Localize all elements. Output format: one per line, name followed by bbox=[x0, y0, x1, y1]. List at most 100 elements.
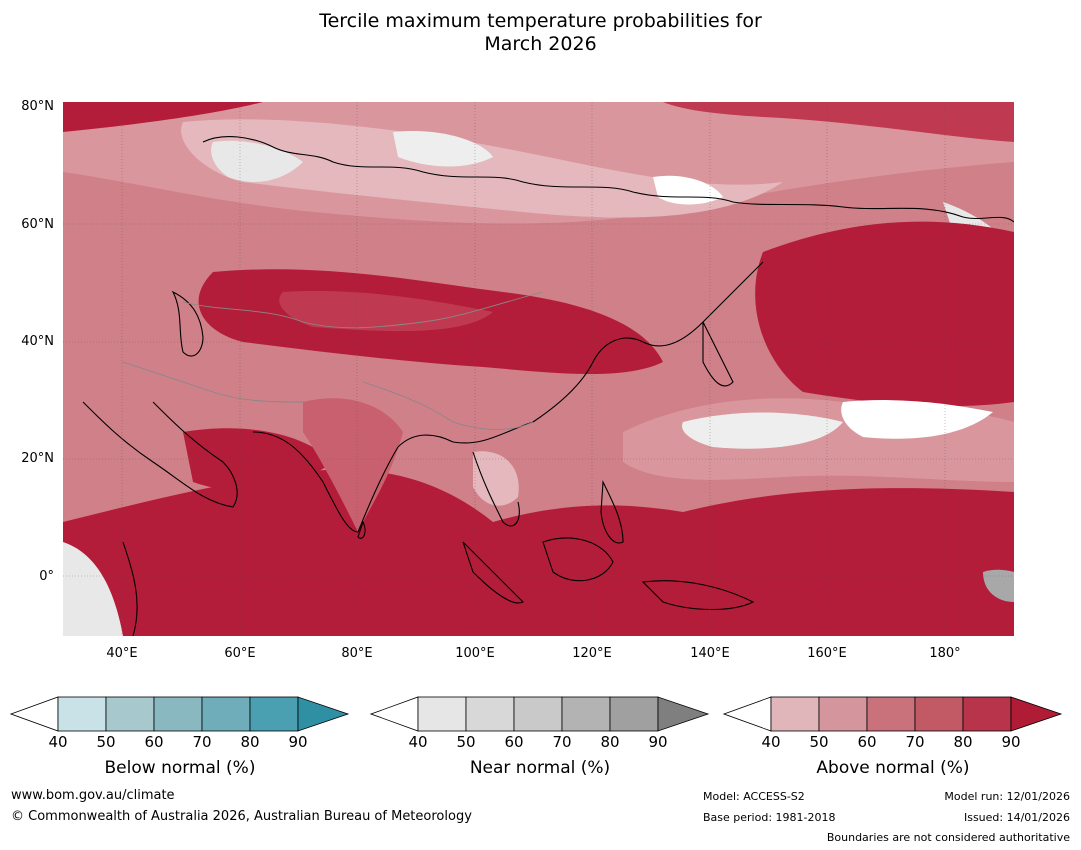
coast-caspian bbox=[171, 290, 204, 357]
coast-east-africa bbox=[122, 541, 138, 636]
colorbar-extension-high bbox=[297, 696, 350, 732]
colorbar-segment bbox=[201, 696, 251, 732]
colorbar-segment bbox=[465, 696, 515, 732]
cbar-near-tick: 90 bbox=[648, 733, 668, 751]
cbar-near-tick: 50 bbox=[456, 733, 476, 751]
region-indian-ocean-dark bbox=[63, 469, 493, 636]
footer-model-run: Model run: 12/01/2026 bbox=[944, 790, 1070, 803]
lon-label-40e: 40°E bbox=[106, 646, 138, 661]
coast-sri-lanka bbox=[357, 520, 366, 539]
colorbar-extension-high bbox=[1010, 696, 1063, 732]
footer-model: Model: ACCESS-S2 bbox=[703, 790, 805, 803]
lon-label-120e: 120°E bbox=[572, 646, 612, 661]
coast-india bbox=[252, 431, 454, 533]
boundary-middle-east bbox=[122, 361, 304, 403]
region-arctic-dark-west bbox=[63, 102, 263, 132]
cbar-above-tick: 70 bbox=[905, 733, 925, 751]
colorbar-segment bbox=[417, 696, 467, 732]
footer-copyright: © Commonwealth of Australia 2026, Austra… bbox=[11, 809, 472, 824]
colorbar-above-ticks: 40 50 60 70 80 90 bbox=[723, 733, 1063, 753]
cbar-near-tick: 60 bbox=[504, 733, 524, 751]
region-tropical-pacific-white bbox=[682, 412, 843, 449]
cbar-below-tick: 90 bbox=[288, 733, 308, 751]
colorbar-segment bbox=[609, 696, 659, 732]
cbar-near-tick: 40 bbox=[408, 733, 428, 751]
colorbar-extension-low bbox=[723, 696, 772, 732]
coast-new-guinea bbox=[641, 580, 755, 611]
cbar-near-tick: 70 bbox=[552, 733, 572, 751]
colorbar-segment bbox=[57, 696, 107, 732]
colorbar-segment bbox=[249, 696, 299, 732]
title-line-1: Tercile maximum temperature probabilitie… bbox=[319, 10, 762, 32]
lat-label-20n: 20°N bbox=[21, 451, 54, 466]
colorbar-segment bbox=[914, 696, 964, 732]
cbar-below-tick: 80 bbox=[240, 733, 260, 751]
region-tropical-pacific-white-east bbox=[841, 400, 993, 439]
lon-label-100e: 100°E bbox=[455, 646, 495, 661]
cbar-below-tick: 60 bbox=[144, 733, 164, 751]
probability-map bbox=[63, 102, 1014, 636]
cbar-above-tick: 80 bbox=[953, 733, 973, 751]
region-central-asia-mid bbox=[279, 291, 493, 332]
colorbar-extension-low bbox=[10, 696, 59, 732]
chart-title: Tercile maximum temperature probabilitie… bbox=[0, 10, 1081, 56]
colorbar-segment bbox=[770, 696, 820, 732]
graticule bbox=[63, 102, 1014, 636]
colorbar-segment bbox=[962, 696, 1012, 732]
coast-arabia bbox=[82, 401, 238, 508]
colorbar-segment bbox=[153, 696, 203, 732]
coast-philippines bbox=[600, 479, 624, 544]
region-east-pacific-grey bbox=[983, 569, 1014, 602]
region-scandinavia-white bbox=[211, 140, 303, 182]
colorbar-segment bbox=[513, 696, 563, 732]
lon-label-180: 180° bbox=[929, 646, 961, 661]
lat-label-60n: 60°N bbox=[21, 217, 54, 232]
cbar-above-tick: 90 bbox=[1001, 733, 1021, 751]
colorbar-segment bbox=[105, 696, 155, 732]
colorbar-below-title: Below normal (%) bbox=[104, 758, 256, 778]
coast-sumatra bbox=[462, 541, 524, 604]
colorbar-above-normal bbox=[723, 696, 1063, 732]
boundary-central-asia bbox=[182, 291, 544, 329]
colorbar-near-normal bbox=[370, 696, 710, 732]
cbar-above-tick: 60 bbox=[857, 733, 877, 751]
coastlines bbox=[82, 136, 1014, 636]
cbar-near-tick: 80 bbox=[600, 733, 620, 751]
lat-label-0: 0° bbox=[39, 569, 54, 584]
region-indochina-light bbox=[473, 451, 519, 506]
region-north-pacific-dark bbox=[755, 221, 1014, 407]
boundary-china-south bbox=[362, 381, 534, 430]
cbar-above-tick: 40 bbox=[761, 733, 781, 751]
footer-disclaimer: Boundaries are not considered authoritat… bbox=[826, 831, 1070, 844]
region-siberia-pale bbox=[181, 119, 784, 218]
footer-base-period: Base period: 1981-2018 bbox=[703, 811, 836, 824]
colorbar-segment bbox=[818, 696, 868, 732]
lon-label-60e: 60°E bbox=[224, 646, 256, 661]
colorbar-extension-low bbox=[370, 696, 419, 732]
region-arctic-dark-east bbox=[663, 102, 1014, 142]
coast-borneo bbox=[542, 537, 614, 582]
footer-website-link[interactable]: www.bom.gov.au/climate bbox=[11, 788, 175, 803]
colorbar-segment bbox=[561, 696, 611, 732]
colorbar-above-title: Above normal (%) bbox=[816, 758, 970, 778]
colorbar-below-normal bbox=[10, 696, 350, 732]
lon-label-160e: 160°E bbox=[807, 646, 847, 661]
title-line-2: March 2026 bbox=[484, 33, 597, 55]
colorbar-near-title: Near normal (%) bbox=[469, 758, 611, 778]
region-maritime-dark bbox=[493, 488, 1014, 636]
cbar-above-tick: 50 bbox=[809, 733, 829, 751]
coast-indochina bbox=[472, 451, 520, 527]
cbar-below-tick: 40 bbox=[48, 733, 68, 751]
region-india bbox=[303, 398, 403, 532]
region-east-africa-light bbox=[63, 542, 123, 636]
colorbar-near-ticks: 40 50 60 70 80 90 bbox=[370, 733, 710, 753]
colorbar-segment bbox=[866, 696, 916, 732]
lon-label-140e: 140°E bbox=[690, 646, 730, 661]
colorbar-extension-high bbox=[657, 696, 710, 732]
cbar-below-tick: 50 bbox=[96, 733, 116, 751]
region-siberia-white bbox=[393, 131, 493, 167]
country-boundaries bbox=[122, 291, 544, 430]
cbar-below-tick: 70 bbox=[192, 733, 212, 751]
lon-label-80e: 80°E bbox=[341, 646, 373, 661]
coast-japan bbox=[702, 321, 734, 387]
